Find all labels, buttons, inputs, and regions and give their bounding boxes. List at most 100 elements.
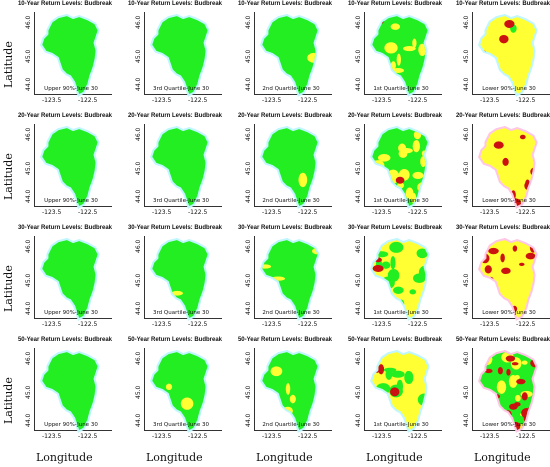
map-red-patch [521,392,528,401]
panel-caption: 2nd Quartile-June 30 [262,310,320,316]
basin-halo [150,125,210,209]
map-panel: 50-Year Return Levels: Budbreak 44.0 45.0 4… [340,337,450,448]
map-red-patch [493,141,504,149]
map-patch [398,143,407,153]
map-red-patch [378,364,385,375]
map-red-patch [519,262,525,267]
basin-fill [42,240,98,318]
y-tick-label: 46.0 [245,127,252,141]
y-axis-line [254,12,255,94]
panel-caption: Upper 90%-June 30 [44,86,98,92]
map-patch [390,370,405,378]
x-axis-label-col-1: Longitude [36,451,93,464]
x-tick-label: -122.5 [408,97,428,104]
basin-fill [262,240,318,318]
basin-fill [152,16,208,94]
x-tick-label: -122.5 [78,209,98,216]
x-tick-label: -123.5 [480,209,500,216]
y-tick-label: 46.0 [355,351,362,365]
x-tick-label: -122.5 [298,433,318,440]
y-axis-line [472,124,473,206]
map-red-patch [491,401,497,409]
panel-caption: 1st Quartile-June 30 [373,422,429,428]
y-axis-line [364,124,365,206]
x-tick-label: -122.5 [298,97,318,104]
y-axis-line [364,348,365,430]
map-red-patch [485,57,493,62]
y-tick-label: 46.0 [25,351,32,365]
y-tick-label: 45.0 [25,385,32,399]
y-tick-label: 45.0 [25,49,32,63]
map-red-patch [381,399,386,405]
map-patch [383,367,397,373]
map-patch [521,360,528,365]
y-tick-label: 46.0 [135,127,142,141]
x-tick-label: -123.5 [152,321,172,328]
y-tick-label: 44.0 [25,189,32,203]
y-axis-line [254,236,255,318]
map-patch [285,383,291,395]
map-red-patch [506,368,511,376]
y-tick-label: 46.0 [135,239,142,253]
x-axis-line [34,430,112,431]
x-tick-label: -123.5 [262,433,282,440]
basin-map [370,349,430,433]
y-tick-label: 44.0 [355,77,362,91]
basin-map [150,125,210,209]
x-tick-label: -122.5 [78,321,98,328]
y-axis-line [254,348,255,430]
basin-map [370,125,430,209]
basin-map [150,237,210,321]
map-patch [180,397,194,410]
y-tick-label: 45.0 [463,49,470,63]
panel-caption: 1st Quartile-June 30 [373,310,429,316]
y-tick-label: 45.0 [245,161,252,175]
y-axis-line [34,348,35,430]
map-patch [262,264,272,269]
x-tick-label: -122.5 [408,321,428,328]
map-red-patch [372,130,378,142]
map-red-patch [374,302,384,308]
y-tick-label: 46.0 [463,127,470,141]
x-tick-label: -122.5 [188,433,208,440]
map-patch [278,410,283,420]
basin-fill [152,128,208,206]
map-patch [373,298,384,311]
map-patch [405,187,414,200]
y-tick-label: 44.0 [245,77,252,91]
y-tick-label: 45.0 [463,385,470,399]
map-patch [390,256,396,270]
x-tick-label: -123.5 [372,97,392,104]
map-panel: 50-Year Return Levels: Budbreak 44.0 45.0 4… [10,337,120,448]
map-patch [171,290,184,296]
map-panel: 20-Year Return Levels: Budbreak 44.0 45.0 4… [120,113,230,224]
basin-halo [150,349,210,433]
y-tick-label: 44.0 [135,301,142,315]
panel-caption: Upper 90%-June 30 [44,310,98,316]
y-tick-label: 46.0 [135,351,142,365]
y-tick-label: 45.0 [355,273,362,287]
y-tick-label: 45.0 [355,161,362,175]
panel-title: 20-Year Return Levels: Budbreak [127,113,223,119]
map-panel: 20-Year Return Levels: Budbreak 44.0 45.0 4… [340,113,450,224]
basin-fill [480,16,536,94]
x-tick-label: -123.5 [42,321,62,328]
basin-map [150,13,210,97]
map-red-patch [488,247,499,255]
map-patch [378,72,389,83]
map-patch [403,46,416,52]
x-tick-label: -122.5 [298,321,318,328]
x-tick-label: -122.5 [408,433,428,440]
x-axis-line [34,206,112,207]
map-patch [515,394,521,402]
map-red-patch [505,355,516,362]
map-patch [389,241,404,253]
x-axis-line [472,430,550,431]
x-axis-line [254,430,332,431]
y-tick-label: 44.0 [135,189,142,203]
basin-fill [372,240,428,318]
x-tick-label: -122.5 [516,209,536,216]
map-red-patch [375,16,385,25]
map-panel: 30-Year Return Levels: Budbreak 44.0 45.0 4… [448,225,550,336]
x-axis-label-col-3: Longitude [256,451,313,464]
